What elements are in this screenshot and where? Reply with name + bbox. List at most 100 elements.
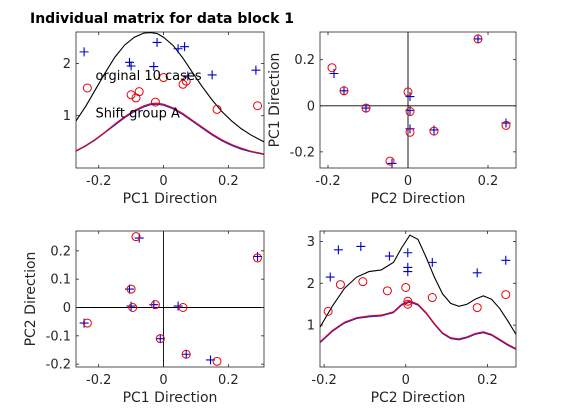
circle-marker <box>150 300 160 310</box>
plus-marker <box>152 37 162 47</box>
x-tick-label: 0 <box>404 174 412 189</box>
circle-marker <box>126 90 136 100</box>
panel-br: -0.2 0 0.2 1 2 3 PC2 Direction <box>307 230 517 406</box>
circle-marker <box>335 280 345 290</box>
curve-red <box>320 300 516 350</box>
circle-marker <box>82 83 92 93</box>
y-tick-label: 3 <box>307 235 315 250</box>
x-tick-label: 0.2 <box>218 373 239 388</box>
circle-marker <box>159 73 169 83</box>
plus-marker <box>339 86 349 96</box>
plus-marker <box>134 233 144 243</box>
circle-marker <box>403 87 413 97</box>
plus-marker <box>387 158 397 168</box>
x-tick-label: 0 <box>402 373 410 388</box>
circle-marker <box>427 293 437 303</box>
axes-box <box>319 230 517 368</box>
plus-marker <box>173 301 183 311</box>
x-tick-label: 0 <box>159 373 167 388</box>
y-tick-label: -0.2 <box>290 145 315 160</box>
plus-marker <box>180 42 190 52</box>
x-tick-label: 0.2 <box>218 174 239 189</box>
circle-marker <box>358 277 368 287</box>
x-tick-label: -0.2 <box>311 373 336 388</box>
y-tick-label: 0.2 <box>294 53 315 68</box>
plus-marker <box>183 71 193 81</box>
plus-marker <box>473 34 483 44</box>
plus-marker <box>501 255 511 265</box>
circle-marker <box>385 156 395 166</box>
y-tick-label: -0.2 <box>46 358 71 373</box>
plus-marker <box>124 57 134 67</box>
circle-marker <box>212 356 222 366</box>
plot-area <box>76 32 264 155</box>
circle-marker <box>253 253 263 263</box>
plot-area <box>76 231 264 367</box>
plus-marker <box>325 272 335 282</box>
plus-marker <box>126 61 136 71</box>
circle-marker <box>473 34 483 44</box>
x-axis-label: PC1 Direction <box>123 191 218 207</box>
circle-marker <box>405 107 415 117</box>
plus-marker <box>181 349 191 359</box>
circle-marker <box>472 303 482 313</box>
x-tick-label: 0.2 <box>477 373 498 388</box>
plus-marker <box>403 267 413 277</box>
y-axis-label: PC1 Direction <box>267 53 283 148</box>
plus-marker <box>472 268 482 278</box>
x-tick-label: -0.2 <box>315 174 340 189</box>
y-tick-label: 1 <box>307 319 315 334</box>
plus-marker <box>427 257 437 267</box>
plus-marker <box>124 284 134 294</box>
circle-marker <box>82 318 92 328</box>
circle-marker <box>403 296 413 306</box>
y-tick-label: 1 <box>63 109 71 124</box>
circle-marker <box>155 334 165 344</box>
circle-marker <box>361 103 371 113</box>
y-tick-label: 2 <box>63 57 71 72</box>
y-tick-label: 0.1 <box>50 273 71 288</box>
panel-tr: -0.2 0 0.2 -0.2 0 0.2 PC2 Direction PC1 Directi… <box>267 31 517 207</box>
plus-marker <box>126 301 136 311</box>
y-tick-label: -0.1 <box>46 329 71 344</box>
circle-marker <box>181 349 191 359</box>
plus-marker <box>251 65 261 75</box>
circle-marker <box>501 290 511 300</box>
annotation-text: Shift group A <box>95 107 180 122</box>
circle-marker <box>403 299 413 309</box>
circle-marker <box>327 63 337 73</box>
circle-marker <box>212 104 222 114</box>
circle-marker <box>501 120 511 130</box>
circle-marker <box>128 303 138 312</box>
plus-marker <box>356 241 366 251</box>
circle-marker <box>126 284 136 294</box>
plus-marker <box>79 47 89 57</box>
curve-black <box>76 32 264 143</box>
x-axis-label: PC2 Direction <box>371 191 466 207</box>
plus-marker <box>333 245 343 255</box>
panel-tl: -0.2 0 0.2 1 2 PC1 Direction orginal 10 cases S… <box>63 31 265 207</box>
y-tick-label: 2 <box>307 277 315 292</box>
curve-red <box>76 102 264 155</box>
y-tick-label: 0 <box>307 99 315 114</box>
axes-box <box>75 31 265 169</box>
circle-marker <box>382 286 392 296</box>
x-tick-label: -0.2 <box>86 373 111 388</box>
circle-marker <box>323 306 333 316</box>
circle-marker <box>150 97 160 107</box>
axes-box <box>319 31 517 169</box>
plus-marker <box>405 124 415 134</box>
x-axis-label: PC1 Direction <box>123 390 218 406</box>
plus-marker <box>405 92 415 102</box>
x-tick-label: -0.2 <box>86 174 111 189</box>
x-axis-label: PC2 Direction <box>371 390 466 406</box>
annotation-text: orginal 10 cases <box>95 69 201 84</box>
circle-marker <box>178 303 188 312</box>
plus-marker <box>329 68 339 78</box>
circle-marker <box>178 79 188 89</box>
x-tick-label: 0.2 <box>478 174 499 189</box>
x-tick-label: 0 <box>159 174 167 189</box>
plot-area <box>320 234 516 350</box>
